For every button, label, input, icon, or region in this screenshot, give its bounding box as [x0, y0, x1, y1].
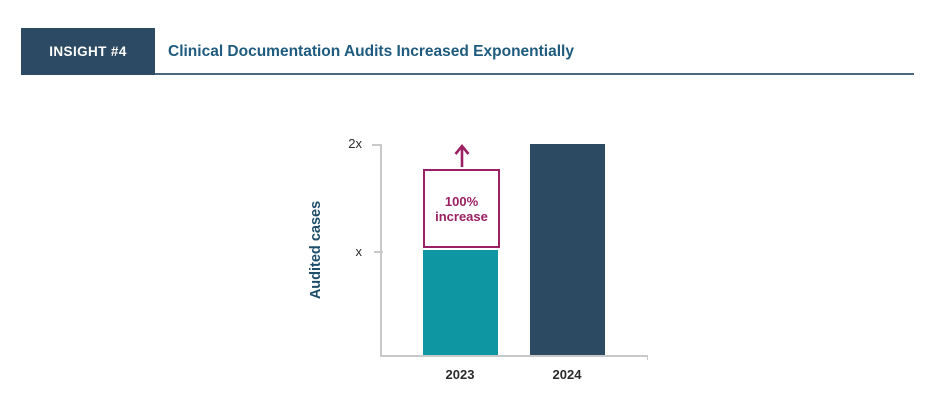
- x-tick-label-2024: 2024: [552, 367, 582, 382]
- x-axis-end-tick: [646, 355, 648, 360]
- y-axis-label: Audited cases: [308, 200, 324, 300]
- insight-badge: INSIGHT #4: [21, 28, 155, 75]
- bar-2024: [530, 144, 605, 356]
- y-tick-mark-2x: [372, 144, 381, 146]
- annotation-value: 100%: [444, 193, 479, 209]
- y-axis-line: [380, 144, 382, 356]
- page-title: Clinical Documentation Audits Increased …: [168, 42, 574, 60]
- x-tick-label-2023: 2023: [445, 367, 475, 382]
- annotation-caption: increase: [435, 208, 488, 224]
- plot-area: [380, 144, 648, 356]
- x-axis-line: [380, 355, 648, 357]
- y-tick-mark-x: [374, 251, 383, 253]
- bar-2023: [423, 250, 498, 356]
- header-divider: [21, 73, 914, 75]
- increase-annotation: 100% increase: [423, 169, 500, 248]
- y-tick-label-2x: 2x: [348, 136, 362, 151]
- up-arrow-icon: [446, 141, 478, 167]
- y-tick-label-x: x: [355, 244, 363, 259]
